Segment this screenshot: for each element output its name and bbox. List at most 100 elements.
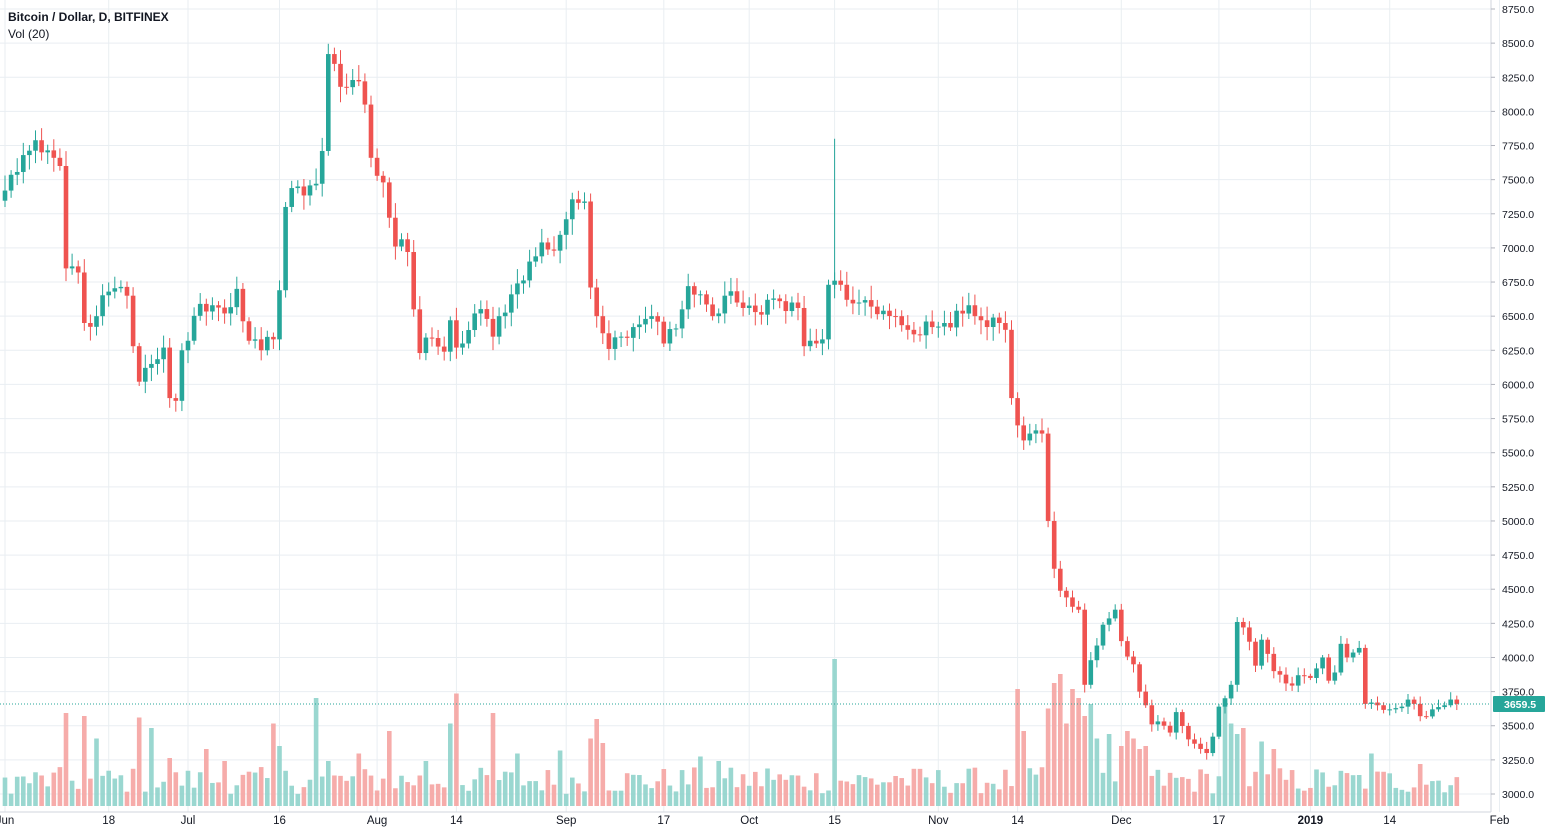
candle-body[interactable] xyxy=(185,340,191,351)
candle-body[interactable] xyxy=(1192,739,1197,744)
candle-body[interactable] xyxy=(1161,721,1167,726)
candle-body[interactable] xyxy=(850,299,856,304)
candle-body[interactable] xyxy=(2,190,8,201)
candle-body[interactable] xyxy=(612,337,618,349)
candle-body[interactable] xyxy=(905,325,911,330)
candle-body[interactable] xyxy=(972,305,978,317)
candle-body[interactable] xyxy=(753,305,758,313)
candle-body[interactable] xyxy=(509,294,514,313)
candle-body[interactable] xyxy=(1100,624,1106,646)
candle-body[interactable] xyxy=(258,339,264,351)
candle-body[interactable] xyxy=(460,343,465,348)
candle-body[interactable] xyxy=(1082,609,1087,685)
candle-body[interactable] xyxy=(1289,683,1295,686)
candle-body[interactable] xyxy=(1320,657,1325,669)
candle-body[interactable] xyxy=(643,318,648,325)
candle-body[interactable] xyxy=(1277,671,1283,675)
candle-body[interactable] xyxy=(222,307,227,314)
candle-body[interactable] xyxy=(1259,639,1264,666)
candle-body[interactable] xyxy=(1350,652,1356,658)
candle-body[interactable] xyxy=(820,339,825,344)
candle-body[interactable] xyxy=(1387,709,1392,711)
candle-body[interactable] xyxy=(63,166,69,269)
candle-body[interactable] xyxy=(313,183,319,186)
candle-body[interactable] xyxy=(1234,621,1240,685)
candle-body[interactable] xyxy=(1125,641,1130,657)
candle-body[interactable] xyxy=(1338,643,1344,673)
candle-body[interactable] xyxy=(667,329,673,344)
candle-body[interactable] xyxy=(960,310,965,314)
candle-body[interactable] xyxy=(1064,590,1069,598)
candle-body[interactable] xyxy=(228,307,233,314)
candle-body[interactable] xyxy=(1417,703,1423,717)
candle-body[interactable] xyxy=(332,54,337,64)
candle-body[interactable] xyxy=(795,302,801,308)
candle-body[interactable] xyxy=(1051,520,1057,569)
candle-body[interactable] xyxy=(539,242,545,257)
candle-body[interactable] xyxy=(1308,675,1313,678)
candle-body[interactable] xyxy=(1271,653,1277,672)
candle-body[interactable] xyxy=(100,295,105,317)
candle-body[interactable] xyxy=(685,286,691,310)
candle-body[interactable] xyxy=(1295,675,1301,686)
candle-body[interactable] xyxy=(1436,707,1441,710)
candle-body[interactable] xyxy=(295,186,301,189)
candle-body[interactable] xyxy=(1106,618,1112,625)
candle-body[interactable] xyxy=(246,321,252,341)
candle-body[interactable] xyxy=(155,359,160,364)
candle-body[interactable] xyxy=(57,157,63,166)
candle-body[interactable] xyxy=(881,310,886,315)
candle-body[interactable] xyxy=(490,318,496,337)
candle-body[interactable] xyxy=(454,320,459,348)
candle-body[interactable] xyxy=(106,291,111,296)
candle-body[interactable] xyxy=(765,299,770,315)
candle-body[interactable] xyxy=(1369,702,1374,704)
candle-body[interactable] xyxy=(637,324,642,328)
candle-body[interactable] xyxy=(734,291,740,303)
candle-body[interactable] xyxy=(45,150,50,153)
candle-body[interactable] xyxy=(679,309,685,329)
candle-body[interactable] xyxy=(21,155,26,172)
candle-body[interactable] xyxy=(374,157,380,176)
candle-body[interactable] xyxy=(557,234,563,251)
candle-body[interactable] xyxy=(301,186,307,196)
candle-body[interactable] xyxy=(1265,639,1270,654)
candle-body[interactable] xyxy=(429,337,435,339)
candle-body[interactable] xyxy=(118,286,124,289)
candle-body[interactable] xyxy=(1430,709,1435,717)
candle-body[interactable] xyxy=(1454,699,1460,704)
candle-body[interactable] xyxy=(911,329,917,335)
candle-body[interactable] xyxy=(69,266,75,269)
candle-body[interactable] xyxy=(1137,664,1142,692)
candle-body[interactable] xyxy=(1088,660,1094,685)
candle-body[interactable] xyxy=(1332,672,1338,681)
candle-body[interactable] xyxy=(283,206,288,291)
candle-body[interactable] xyxy=(692,286,697,295)
candle-body[interactable] xyxy=(1216,706,1222,737)
candle-body[interactable] xyxy=(252,339,258,341)
candle-body[interactable] xyxy=(1021,425,1026,441)
candle-body[interactable] xyxy=(1411,699,1417,704)
candle-body[interactable] xyxy=(448,320,453,352)
candle-body[interactable] xyxy=(618,336,624,338)
candle-body[interactable] xyxy=(1143,691,1148,706)
candle-body[interactable] xyxy=(1393,708,1399,710)
candle-body[interactable] xyxy=(746,305,752,308)
candle-body[interactable] xyxy=(722,295,728,314)
candle-body[interactable] xyxy=(88,323,93,327)
candle-body[interactable] xyxy=(319,150,325,184)
candle-body[interactable] xyxy=(441,346,447,352)
candle-body[interactable] xyxy=(1405,699,1411,707)
candle-body[interactable] xyxy=(435,338,441,347)
candle-body[interactable] xyxy=(271,336,276,340)
candle-body[interactable] xyxy=(136,346,142,382)
candle-body[interactable] xyxy=(929,321,935,328)
candle-body[interactable] xyxy=(265,336,270,351)
candle-body[interactable] xyxy=(893,316,898,318)
candle-body[interactable] xyxy=(1204,748,1209,754)
candle-body[interactable] xyxy=(966,305,972,314)
candle-body[interactable] xyxy=(868,300,874,307)
candle-body[interactable] xyxy=(990,317,996,328)
candle-body[interactable] xyxy=(1076,606,1081,610)
candle-body[interactable] xyxy=(899,316,904,326)
